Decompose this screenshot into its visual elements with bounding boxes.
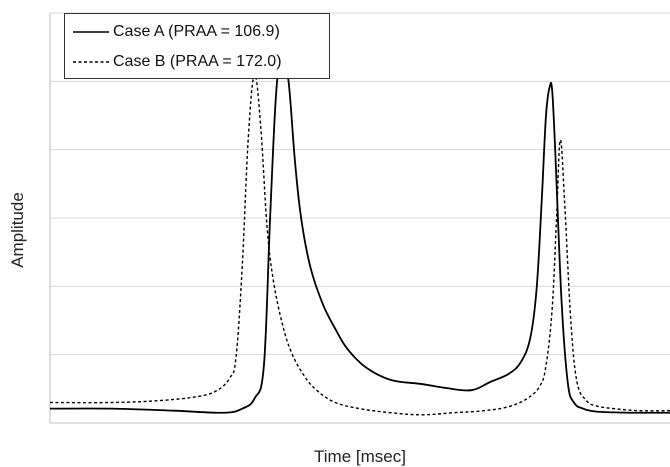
series-line-case-b	[49, 73, 670, 416]
x-axis-label: Time [msec]	[314, 447, 406, 466]
legend: Case A (PRAA = 106.9) Case B (PRAA = 172…	[64, 13, 330, 79]
legend-label-case-b: Case B (PRAA = 172.0)	[113, 53, 282, 70]
legend-entry-case-a: Case A (PRAA = 106.9)	[65, 20, 280, 44]
legend-swatch-solid	[73, 31, 109, 33]
axes	[49, 13, 670, 424]
series-line-case-a	[49, 51, 670, 414]
legend-swatch-dashed	[73, 61, 109, 63]
y-axis-label: Amplitude	[8, 192, 27, 268]
series-layer	[49, 51, 670, 416]
legend-entry-case-b: Case B (PRAA = 172.0)	[65, 50, 282, 74]
legend-label-case-a: Case A (PRAA = 106.9)	[113, 23, 280, 40]
